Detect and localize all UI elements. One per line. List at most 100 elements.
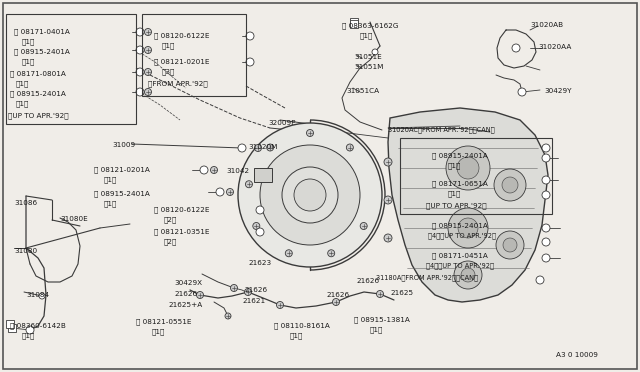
Circle shape (276, 301, 284, 308)
Circle shape (256, 228, 264, 236)
Text: （UP TO APR.'92）: （UP TO APR.'92） (8, 112, 68, 119)
Bar (6, 320, 14, 328)
Text: 31051CA: 31051CA (346, 88, 379, 94)
Circle shape (196, 292, 204, 298)
Text: （1）: （1） (448, 162, 461, 169)
Circle shape (328, 250, 335, 257)
Text: （1）: （1） (104, 176, 117, 183)
Circle shape (255, 144, 262, 151)
Circle shape (542, 176, 550, 184)
Text: （1）: （1） (104, 200, 117, 206)
Bar (350, 18, 358, 26)
Text: 21626: 21626 (174, 291, 197, 297)
Circle shape (246, 32, 254, 40)
Circle shape (457, 157, 479, 179)
Circle shape (494, 169, 526, 201)
Text: Ⓑ 08171-0801A: Ⓑ 08171-0801A (10, 70, 66, 77)
Text: 21626: 21626 (326, 292, 349, 298)
Circle shape (461, 268, 475, 282)
Circle shape (256, 206, 264, 214)
Text: 30429Y: 30429Y (544, 88, 572, 94)
Circle shape (238, 144, 246, 152)
Text: （1）: （1） (370, 326, 383, 333)
Text: Ⓑ 08110-8161A: Ⓑ 08110-8161A (274, 322, 330, 328)
Text: A3 0 10009: A3 0 10009 (556, 352, 598, 358)
Circle shape (211, 167, 218, 173)
Polygon shape (388, 108, 548, 302)
Text: Ⓑ 08171-0401A: Ⓑ 08171-0401A (14, 28, 70, 35)
Circle shape (384, 196, 392, 204)
Circle shape (542, 144, 550, 152)
Circle shape (26, 326, 34, 334)
Circle shape (145, 89, 152, 96)
Circle shape (503, 238, 517, 252)
Text: （1）: （1） (162, 42, 175, 49)
Circle shape (512, 44, 520, 52)
Text: （3）: （3） (162, 68, 175, 75)
Text: Ⓦ 08915-1381A: Ⓦ 08915-1381A (354, 316, 410, 323)
Circle shape (372, 49, 378, 55)
Circle shape (384, 234, 392, 242)
Circle shape (333, 298, 339, 305)
Text: 31020AC（FROM APR.'92）（CAN）: 31020AC（FROM APR.'92）（CAN） (388, 126, 495, 132)
Text: 31080: 31080 (14, 248, 37, 254)
Text: 31051M: 31051M (354, 64, 383, 70)
Text: Ⓑ 08171-0451A: Ⓑ 08171-0451A (432, 252, 488, 259)
Circle shape (238, 123, 382, 267)
Circle shape (253, 222, 260, 230)
Circle shape (216, 188, 224, 196)
Text: 30429X: 30429X (174, 280, 202, 286)
Text: Ⓦ 08915-2401A: Ⓦ 08915-2401A (432, 222, 488, 229)
Text: 31020AB: 31020AB (530, 22, 563, 28)
Text: （1）: （1） (16, 100, 29, 107)
Circle shape (376, 291, 383, 298)
Text: 21625: 21625 (390, 290, 413, 296)
Circle shape (260, 145, 360, 245)
Text: 31042: 31042 (226, 168, 249, 174)
Text: （1）: （1） (152, 328, 165, 334)
Text: 31080E: 31080E (60, 216, 88, 222)
Text: （1）: （1） (22, 38, 35, 45)
Circle shape (39, 293, 45, 299)
Circle shape (136, 88, 144, 96)
Circle shape (285, 250, 292, 257)
Text: Ⓑ 08121-0201E: Ⓑ 08121-0201E (154, 58, 209, 65)
Circle shape (360, 222, 367, 230)
Circle shape (294, 179, 326, 211)
Bar (8, 324, 16, 332)
Circle shape (227, 189, 234, 196)
Text: 31086: 31086 (14, 200, 37, 206)
Text: 21625+A: 21625+A (168, 302, 202, 308)
Text: 31020AA: 31020AA (538, 44, 572, 50)
Text: Ⓑ 08120-6122E: Ⓑ 08120-6122E (154, 32, 209, 39)
Circle shape (542, 224, 550, 232)
Circle shape (225, 313, 231, 319)
Circle shape (307, 129, 314, 137)
Text: Ⓦ 08915-2401A: Ⓦ 08915-2401A (14, 48, 70, 55)
Circle shape (496, 231, 524, 259)
Text: 31009: 31009 (112, 142, 135, 148)
Circle shape (542, 238, 550, 246)
Text: Ⓑ 08121-0351E: Ⓑ 08121-0351E (154, 228, 209, 235)
Text: （2）: （2） (164, 216, 177, 222)
Text: Ⓢ 08360-6142B: Ⓢ 08360-6142B (10, 322, 66, 328)
Circle shape (502, 177, 518, 193)
Circle shape (448, 208, 488, 248)
Circle shape (346, 144, 353, 151)
Circle shape (136, 28, 144, 36)
Text: Ⓦ 08915-2401A: Ⓦ 08915-2401A (10, 90, 66, 97)
Circle shape (518, 88, 526, 96)
Text: （4）（UP TO APR.'92）: （4）（UP TO APR.'92） (428, 232, 496, 238)
Circle shape (446, 146, 490, 190)
Circle shape (145, 46, 152, 54)
Text: （UP TO APR.'92）: （UP TO APR.'92） (426, 202, 486, 209)
Text: （2）: （2） (164, 238, 177, 245)
Circle shape (267, 144, 274, 151)
Circle shape (282, 167, 338, 223)
Circle shape (246, 181, 252, 188)
Circle shape (542, 154, 550, 162)
Circle shape (542, 191, 550, 199)
Text: 21621: 21621 (242, 298, 265, 304)
Text: 31180A（FROM APR.'92）（CAN）: 31180A（FROM APR.'92）（CAN） (376, 274, 478, 280)
Text: Ⓦ 08915-2401A: Ⓦ 08915-2401A (432, 152, 488, 158)
